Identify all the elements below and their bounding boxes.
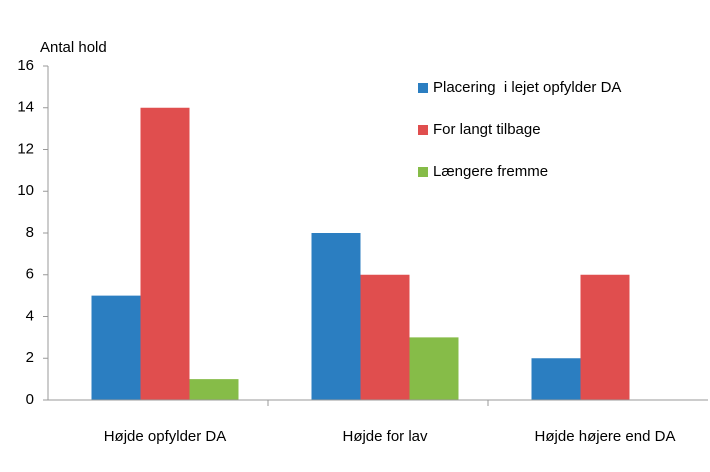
legend-swatch bbox=[418, 125, 428, 135]
bar bbox=[360, 274, 410, 400]
bar bbox=[91, 295, 141, 400]
y-tick-label: 12 bbox=[17, 140, 34, 157]
y-tick-label: 6 bbox=[26, 266, 34, 283]
x-tick-label: Højde opfylder DA bbox=[104, 428, 227, 445]
bar bbox=[531, 358, 581, 400]
y-tick-label: 2 bbox=[26, 349, 34, 366]
legend-label: Længere fremme bbox=[433, 163, 548, 180]
x-tick-label: Højde for lav bbox=[342, 428, 428, 445]
legend-swatch bbox=[418, 167, 428, 177]
legend-label: Placering i lejet opfylder DA bbox=[433, 79, 621, 96]
bar bbox=[311, 233, 361, 400]
y-tick-label: 16 bbox=[17, 57, 34, 74]
legend-label: For langt tilbage bbox=[433, 121, 541, 138]
bar bbox=[140, 107, 190, 400]
y-tick-label: 0 bbox=[26, 391, 34, 408]
y-tick-label: 10 bbox=[17, 182, 34, 199]
bar bbox=[189, 379, 239, 400]
bar bbox=[409, 337, 459, 400]
y-axis-label: Antal hold bbox=[40, 39, 107, 56]
legend-swatch bbox=[418, 83, 428, 93]
bar bbox=[580, 274, 630, 400]
y-tick-label: 8 bbox=[26, 224, 34, 241]
x-tick-label: Højde højere end DA bbox=[535, 428, 676, 445]
y-tick-label: 14 bbox=[17, 99, 34, 116]
y-tick-label: 4 bbox=[26, 307, 34, 324]
